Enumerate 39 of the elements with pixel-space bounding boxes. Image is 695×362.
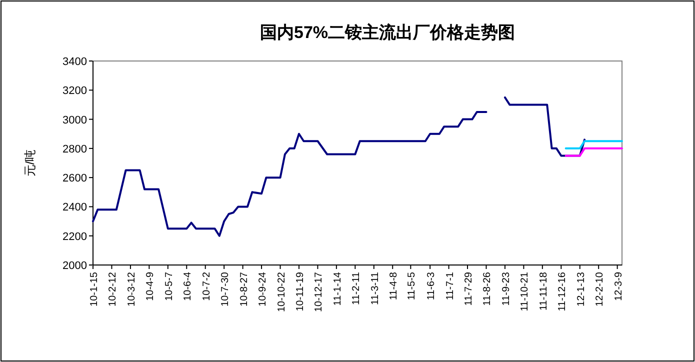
y-tick-label: 2600	[62, 172, 87, 185]
y-tick-label: 2000	[62, 260, 87, 272]
x-tick-label: 10-8-27	[238, 272, 250, 306]
y-axis-title: 元/吨	[23, 149, 37, 177]
x-tick-label: 10-12-17	[314, 272, 325, 312]
y-tick-label: 2400	[62, 202, 87, 214]
y-tick-label: 2800	[62, 143, 87, 156]
chart-title: 国内57%二铵主流出厂价格走势图	[260, 23, 516, 42]
x-tick-label: 10-2-12	[108, 272, 119, 306]
y-tick-label: 3400	[62, 56, 87, 68]
x-tick-label: 10-1-15	[89, 272, 100, 306]
x-tick-label: 12-2-10	[594, 272, 606, 306]
x-tick-label: 11-12-16	[557, 272, 568, 312]
x-tick-label: 10-9-24	[258, 272, 269, 306]
x-tick-label: 11-8-26	[482, 272, 494, 306]
x-tick-label: 11-10-21	[520, 272, 531, 312]
x-tick-label: 11-1-14	[332, 272, 344, 306]
x-tick-label: 11-3-11	[370, 272, 381, 305]
x-tick-label: 11-9-23	[500, 272, 512, 306]
x-tick-label: 11-11-18	[538, 272, 550, 311]
x-tick-label: 12-3-9	[613, 272, 624, 301]
y-tick-label: 3000	[62, 114, 87, 126]
x-tick-label: 11-4-8	[388, 272, 400, 300]
x-tick-label: 11-5-5	[406, 272, 418, 300]
x-tick-label: 11-2-11	[351, 272, 362, 305]
x-tick-label: 11-6-3	[426, 272, 438, 300]
x-tick-label: 10-4-9	[145, 272, 156, 301]
x-tick-label: 12-1-13	[576, 272, 587, 306]
x-tick-label: 11-7-29	[464, 272, 475, 306]
x-tick-label: 10-6-4	[182, 272, 194, 301]
x-tick-label: 11-7-1	[444, 272, 456, 300]
x-tick-label: 10-5-7	[164, 272, 175, 301]
y-tick-label: 3200	[62, 85, 87, 98]
y-tick-label: 2200	[62, 230, 87, 243]
x-tick-label: 10-7-30	[220, 272, 232, 306]
x-tick-label: 10-11-19	[294, 272, 306, 312]
x-tick-label: 10-10-22	[276, 272, 288, 312]
x-tick-label: 10-3-12	[126, 272, 138, 306]
x-tick-label: 10-7-2	[201, 272, 212, 301]
